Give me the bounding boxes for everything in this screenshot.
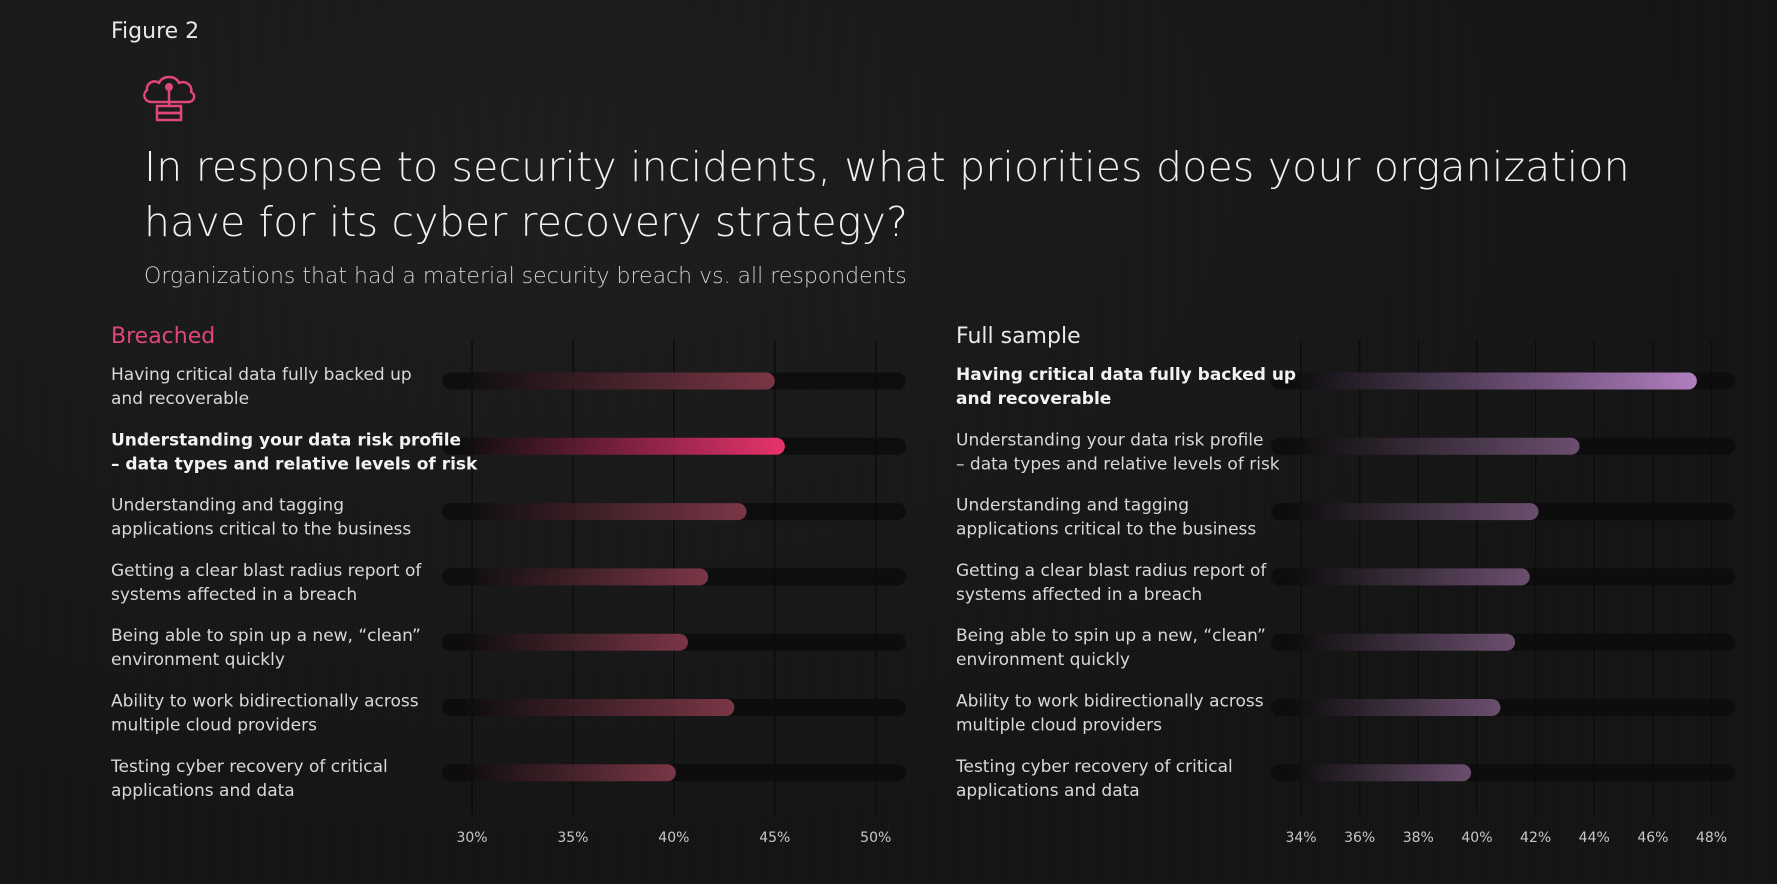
category-label: multiple cloud providers xyxy=(111,716,317,736)
category-label: Having critical data fully backed up xyxy=(956,365,1296,385)
figure-label: Figure 2 xyxy=(111,19,200,44)
bar-highlight xyxy=(1291,372,1697,390)
bar xyxy=(462,372,775,390)
category-label: Understanding and tagging xyxy=(111,496,344,516)
category-label: Testing cyber recovery of critical xyxy=(955,757,1233,777)
category-label: Being able to spin up a new, “clean” xyxy=(111,626,421,646)
panel-title-breached: Breached xyxy=(111,324,216,349)
category-label: systems affected in a breach xyxy=(111,585,357,605)
category-label: Testing cyber recovery of critical xyxy=(110,757,388,777)
category-label: Being able to spin up a new, “clean” xyxy=(956,626,1266,646)
x-tick-label: 44% xyxy=(1579,830,1610,846)
category-label: Understanding your data risk profile xyxy=(111,430,461,450)
bar xyxy=(1291,633,1516,651)
x-tick-label: 50% xyxy=(860,830,891,846)
category-label: environment quickly xyxy=(956,650,1130,670)
category-label: Getting a clear blast radius report of xyxy=(956,561,1267,581)
cloud-server-icon xyxy=(143,75,196,122)
category-label: Getting a clear blast radius report of xyxy=(111,561,422,581)
category-label: applications critical to the business xyxy=(111,520,411,540)
category-label: Understanding and tagging xyxy=(956,496,1189,516)
bar xyxy=(462,503,747,521)
bar xyxy=(462,568,709,586)
category-label: Ability to work bidirectionally across xyxy=(956,692,1264,712)
x-tick-label: 30% xyxy=(456,830,487,846)
bar-highlight xyxy=(462,437,785,455)
category-label: – data types and relative levels of risk xyxy=(956,454,1280,474)
x-tick-label: 45% xyxy=(759,830,790,846)
x-tick-label: 35% xyxy=(557,830,588,846)
chart-subtitle: Organizations that had a material securi… xyxy=(144,264,907,289)
category-label: and recoverable xyxy=(111,389,249,409)
bar xyxy=(462,633,688,651)
category-label: Ability to work bidirectionally across xyxy=(111,692,419,712)
bar xyxy=(1291,699,1501,716)
category-label: and recoverable xyxy=(956,389,1111,409)
x-tick-label: 48% xyxy=(1696,830,1727,846)
category-label: – data types and relative levels of risk xyxy=(111,454,478,474)
bar xyxy=(1291,568,1530,586)
category-label: applications critical to the business xyxy=(956,520,1256,540)
category-label: applications and data xyxy=(111,781,295,801)
category-label: applications and data xyxy=(956,781,1140,801)
x-tick-label: 40% xyxy=(1461,830,1492,846)
bar xyxy=(462,699,735,716)
x-tick-label: 40% xyxy=(658,830,689,846)
x-tick-label: 36% xyxy=(1344,830,1375,846)
bar xyxy=(1291,437,1580,455)
x-tick-label: 42% xyxy=(1520,830,1551,846)
category-label: environment quickly xyxy=(111,650,285,670)
category-label: Having critical data fully backed up xyxy=(111,365,412,385)
category-label: multiple cloud providers xyxy=(956,716,1162,736)
x-tick-label: 34% xyxy=(1285,830,1316,846)
category-label: systems affected in a breach xyxy=(956,585,1202,605)
chart-title: In response to security incidents, what … xyxy=(144,143,1630,246)
x-tick-label: 46% xyxy=(1637,830,1668,846)
panel-title-full-sample: Full sample xyxy=(956,324,1081,349)
bar xyxy=(462,764,676,782)
category-label: Understanding your data risk profile xyxy=(956,430,1264,450)
bar xyxy=(1291,503,1539,521)
x-tick-label: 38% xyxy=(1403,830,1434,846)
bar xyxy=(1291,764,1472,782)
